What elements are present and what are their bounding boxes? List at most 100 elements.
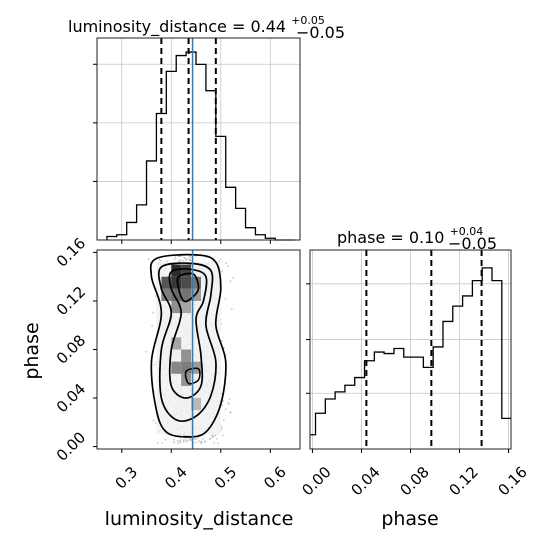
density-cell-0 <box>171 264 182 277</box>
density-point <box>222 419 225 422</box>
phase-xtick-label-3: 0.12 <box>445 463 481 499</box>
density-point <box>224 408 227 411</box>
density-point <box>184 257 187 260</box>
density-point <box>188 438 191 440</box>
phase-xtick-label-4: 0.16 <box>494 463 530 499</box>
density-point <box>151 324 154 327</box>
density-point <box>156 441 159 444</box>
density-cell-11 <box>181 300 192 314</box>
density-point <box>179 439 182 442</box>
density-cell-6 <box>161 288 172 301</box>
phase-quantiles <box>365 250 483 449</box>
density-cell-3 <box>171 276 182 289</box>
density-cell-10 <box>171 300 182 314</box>
density-ytick-label-3: 0.12 <box>53 283 89 319</box>
density-point <box>204 440 207 443</box>
lum-dist-title-param: luminosity_distance <box>68 17 227 37</box>
density-point <box>227 403 230 405</box>
density-cell-7 <box>171 288 182 301</box>
density-contour-3 <box>176 272 200 303</box>
density-cell-1 <box>181 264 192 277</box>
density-point <box>185 259 187 262</box>
density-point <box>182 259 185 262</box>
density-point <box>188 258 191 261</box>
density-point <box>221 404 224 407</box>
density-point <box>152 419 155 422</box>
density-point <box>201 438 204 440</box>
phase-ticks: 0.00 0.04 0.08 0.12 0.16 <box>298 283 531 499</box>
density-point <box>232 277 235 279</box>
density-cell-8 <box>181 288 192 301</box>
density-point <box>179 258 182 261</box>
density-point <box>221 339 223 342</box>
density-point <box>182 440 185 443</box>
density-point <box>182 439 185 442</box>
lum-dist-panel: luminosity_distance = 0.44 +0.05 −0.05 <box>68 14 345 244</box>
density-point <box>173 258 176 261</box>
phase-xtick-label-2: 0.08 <box>396 463 432 499</box>
density-cell-15 <box>181 361 192 374</box>
density-point <box>147 258 150 261</box>
density-point <box>198 440 201 442</box>
density-point <box>217 442 220 445</box>
density-cell-18 <box>191 398 201 411</box>
density-point <box>210 434 213 437</box>
density-point <box>220 426 223 429</box>
density-point <box>158 258 161 261</box>
density-cell-2 <box>161 276 172 289</box>
phase-x-label: phase <box>381 508 438 530</box>
density-point <box>165 260 168 262</box>
density-point <box>145 350 147 353</box>
density-point <box>174 256 177 259</box>
density-cells <box>145 254 235 445</box>
density-point <box>173 438 175 441</box>
density-cell-4 <box>181 276 192 289</box>
lum-dist-histogram <box>106 51 296 241</box>
density-point <box>185 440 188 443</box>
density-point <box>227 265 230 268</box>
density-cell-12 <box>171 337 182 350</box>
phase-xtick-label-0: 0.00 <box>298 463 334 499</box>
density-x-label: luminosity_distance <box>105 508 294 530</box>
density-point <box>221 434 224 437</box>
density-point <box>177 255 180 258</box>
phase-grid <box>310 250 511 449</box>
phase-xtick-label-1: 0.04 <box>347 463 383 499</box>
density-point <box>213 441 216 444</box>
lum-dist-title-lower: −0.05 <box>296 23 345 42</box>
density-point <box>173 441 176 444</box>
density-point <box>192 441 195 444</box>
density-contours <box>149 253 227 438</box>
lum-dist-quantiles <box>160 38 217 240</box>
density-xtick-label-1: 0.4 <box>161 463 191 493</box>
phase-title-param: phase <box>337 228 385 247</box>
phase-histogram <box>310 267 511 436</box>
density-point <box>229 280 232 282</box>
phase-title-value: 0.10 <box>409 228 445 247</box>
density-y-label: phase <box>21 322 43 379</box>
lum-dist-ticks <box>93 63 271 244</box>
lum-dist-title: luminosity_distance = 0.44 +0.05 <box>68 14 325 37</box>
density-point <box>194 438 197 440</box>
density-contour-2 <box>168 268 208 399</box>
lum-dist-frame <box>96 37 301 241</box>
lum-dist-title-upper: +0.05 <box>291 14 325 27</box>
density-point <box>196 437 199 440</box>
lum-dist-grid <box>97 38 300 240</box>
density-point <box>208 438 211 440</box>
lum-dist-title-value: 0.44 <box>250 17 286 36</box>
density-point <box>164 438 167 441</box>
density-point <box>195 441 198 444</box>
density-xtick-label-3: 0.6 <box>260 463 290 493</box>
density-xtick-label-2: 0.5 <box>211 463 241 493</box>
density-point <box>161 441 163 444</box>
density-cell-5 <box>191 276 201 289</box>
phase-panel: phase = 0.10 +0.04 −0.05 0.00 0.04 0.08 0.1… <box>298 225 530 530</box>
phase-title: phase = 0.10 +0.04 <box>337 225 483 247</box>
density-contour-inner <box>184 367 201 385</box>
density-point <box>225 262 228 265</box>
density-panel: 0.3 0.4 0.5 0.6 0.00 0.04 0.08 0.12 0.16 luminos… <box>21 234 301 530</box>
density-point <box>189 439 192 442</box>
density-point <box>187 439 190 442</box>
density-xtick-label-0: 0.3 <box>112 463 142 493</box>
